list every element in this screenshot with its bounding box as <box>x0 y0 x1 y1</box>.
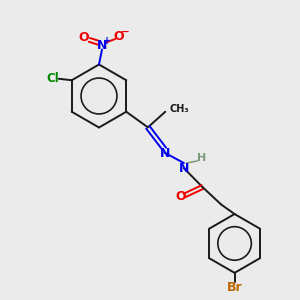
Text: O: O <box>79 31 89 44</box>
Text: +: + <box>103 36 112 46</box>
Text: O: O <box>175 190 186 203</box>
Text: O: O <box>113 29 124 43</box>
Text: −: − <box>121 26 130 37</box>
Text: CH₃: CH₃ <box>170 104 189 114</box>
Text: Br: Br <box>227 281 242 294</box>
Text: N: N <box>160 147 170 160</box>
Text: Cl: Cl <box>46 72 59 85</box>
Text: H: H <box>197 153 206 163</box>
Text: N: N <box>97 39 107 52</box>
Text: N: N <box>179 162 189 175</box>
